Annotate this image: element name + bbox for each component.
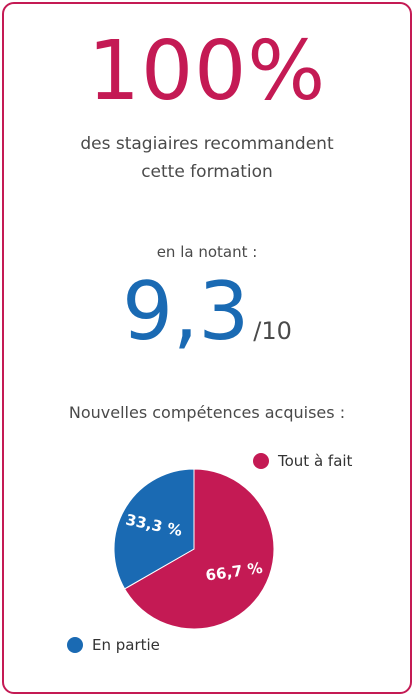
legend-item-tout-a-fait: Tout à fait [253,452,352,470]
pie-chart: 66,7 %33,3 % [113,468,275,630]
pie-slice-en-partie [113,468,195,590]
recommend-caption-line1: des stagiaires recommandent [80,134,334,154]
rating-intro: en la notant : [156,243,258,261]
rating-score: 9,3/10 [0,262,414,362]
legend-item-en-partie: En partie [67,636,160,654]
rating-score-max: /10 [253,317,292,345]
recommend-percentage: 100% [87,24,327,119]
pie-slice-tout-a-fait [123,468,275,630]
legend-dot-tout-a-fait [253,453,269,469]
legend-label-tout-a-fait: Tout à fait [278,452,353,470]
legend-dot-en-partie [67,637,83,653]
rating-score-value: 9,3 [122,265,250,358]
recommend-caption: des stagiaires recommandent cette format… [0,130,414,186]
legend-label-en-partie: En partie [92,636,160,654]
recommend-caption-line2: cette formation [141,162,273,182]
chart-title: Nouvelles compétences acquises : [68,403,346,422]
